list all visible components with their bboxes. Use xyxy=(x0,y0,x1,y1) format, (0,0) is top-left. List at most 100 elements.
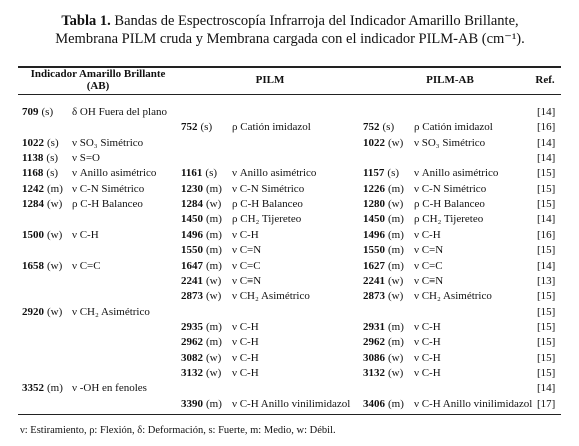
band-value: 2241 xyxy=(363,274,385,287)
reference: [16] xyxy=(537,228,556,241)
vibration-mode: ν Anillo asimétrico xyxy=(414,167,499,180)
band-value: 1450 xyxy=(181,213,203,226)
band-value: 1550 xyxy=(363,244,385,257)
band-intensity: (m) xyxy=(47,382,63,395)
reference: [14] xyxy=(537,382,556,395)
band-value: 1022 xyxy=(22,136,44,149)
band-intensity: (s) xyxy=(387,167,400,180)
reference: [15] xyxy=(537,198,556,211)
vibration-mode: ν C-H Anillo vinilimidazol xyxy=(414,397,533,410)
band-intensity: (s) xyxy=(46,152,59,165)
band-intensity: (w) xyxy=(47,198,63,211)
band-intensity: (m) xyxy=(206,213,222,226)
band-value: 3082 xyxy=(181,351,203,364)
band-value: 2920 xyxy=(22,305,44,318)
vibration-mode: ν C-H xyxy=(232,366,259,379)
vibration-mode: ν CH₂ Asimétrico xyxy=(414,290,492,303)
reference: [17] xyxy=(537,397,556,410)
vibration-mode: ν C-H xyxy=(414,228,441,241)
reference: [16] xyxy=(537,121,556,134)
header-pilm: PILM xyxy=(255,74,285,86)
vibration-mode: ν C-N Simétrico xyxy=(232,182,305,195)
vibration-mode: ν CH₂ Asimétrico xyxy=(232,290,310,303)
reference: [14] xyxy=(537,152,556,165)
vibration-mode: ρ C-H Balanceo xyxy=(232,198,303,211)
band-value: 1500 xyxy=(22,228,44,241)
band-intensity: (s) xyxy=(46,167,59,180)
vibration-mode: ν C=C xyxy=(414,259,443,272)
vibration-mode: ν C-H xyxy=(232,320,259,333)
band-intensity: (m) xyxy=(206,397,222,410)
reference: [15] xyxy=(537,182,556,195)
band-intensity: (s) xyxy=(47,136,59,149)
vibration-mode: ν CH₂ Asimétrico xyxy=(72,305,150,318)
vibration-mode: ν C-N Simétrico xyxy=(414,182,487,195)
band-intensity: (m) xyxy=(206,228,222,241)
band-value: 2241 xyxy=(181,274,203,287)
vibration-mode: ρ C-H Balanceo xyxy=(414,198,485,211)
band-value: 1647 xyxy=(181,259,203,272)
title-label: Tabla 1. xyxy=(61,13,111,29)
band-intensity: (m) xyxy=(206,259,222,272)
band-value: 1284 xyxy=(22,198,44,211)
header-ref: Ref. xyxy=(535,74,555,86)
band-intensity: (w) xyxy=(206,290,222,303)
vibration-mode: ν C-H xyxy=(232,336,259,349)
vibration-mode: ν Anillo asimétrico xyxy=(72,167,157,180)
band-intensity: (w) xyxy=(388,351,404,364)
vibration-mode: ρ CH₂ Tijereteo xyxy=(232,213,302,226)
band-intensity: (w) xyxy=(47,305,63,318)
vibration-mode: ρ Catión imidazol xyxy=(232,121,311,134)
reference: [15] xyxy=(537,351,556,364)
header-indicador: Indicador Amarillo Brillante (AB) xyxy=(30,68,166,92)
band-value: 3406 xyxy=(363,397,385,410)
band-value: 1230 xyxy=(181,182,203,195)
vibration-mode: ν C-H xyxy=(72,228,99,241)
band-intensity: (w) xyxy=(206,198,222,211)
band-value: 2873 xyxy=(363,290,385,303)
band-value: 1138 xyxy=(22,152,44,165)
band-value: 3132 xyxy=(181,366,203,379)
vibration-mode: ν S=O xyxy=(72,152,100,165)
band-intensity: (w) xyxy=(206,274,222,287)
band-intensity: (m) xyxy=(206,182,222,195)
vibration-mode: ν C-N Simétrico xyxy=(72,182,145,195)
vibration-mode: ν Anillo asimétrico xyxy=(232,167,317,180)
band-intensity: (w) xyxy=(388,198,404,211)
band-intensity: (s) xyxy=(382,121,395,134)
vibration-mode: ν C-H xyxy=(232,228,259,241)
band-intensity: (m) xyxy=(388,320,404,333)
band-intensity: (s) xyxy=(41,106,54,118)
band-value: 1226 xyxy=(363,182,385,195)
band-value: 3390 xyxy=(181,397,203,410)
band-intensity: (s) xyxy=(200,121,213,134)
band-value: 1450 xyxy=(363,213,385,226)
table-title: Tabla 1. Bandas de Espectroscopía Infrar… xyxy=(40,12,540,48)
band-value: 752 xyxy=(181,121,198,134)
reference: [15] xyxy=(537,244,556,257)
vibration-mode: ρ CH₂ Tijereteo xyxy=(414,213,484,226)
band-intensity: (m) xyxy=(388,336,404,349)
band-value: 1658 xyxy=(22,259,44,272)
band-intensity: (m) xyxy=(206,320,222,333)
band-value: 2962 xyxy=(181,336,203,349)
vibration-mode: ν C=C xyxy=(232,259,261,272)
vibration-mode: ν C-H xyxy=(414,320,441,333)
band-intensity: (m) xyxy=(388,397,404,410)
reference: [15] xyxy=(537,290,556,303)
reference: [14] xyxy=(537,259,556,272)
band-value: 1157 xyxy=(363,167,385,180)
vibration-mode: ρ C-H Balanceo xyxy=(72,198,143,211)
band-intensity: (w) xyxy=(388,290,404,303)
band-intensity: (w) xyxy=(47,259,63,272)
vibration-mode: ν SO₃ Simétrico xyxy=(414,136,486,149)
band-intensity: (w) xyxy=(388,274,404,287)
band-intensity: (m) xyxy=(388,182,404,195)
band-value: 2935 xyxy=(181,320,203,333)
vibration-mode: δ OH Fuera del plano xyxy=(72,106,167,118)
band-intensity: (m) xyxy=(388,259,404,272)
band-intensity: (m) xyxy=(388,228,404,241)
band-value: 1280 xyxy=(363,198,385,211)
band-intensity: (m) xyxy=(206,336,222,349)
